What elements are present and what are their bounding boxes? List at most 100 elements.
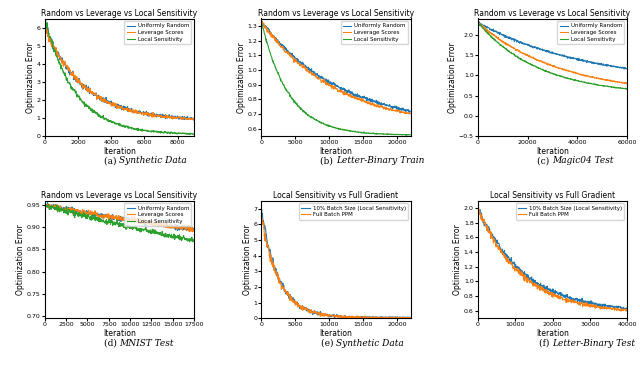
Leverage Scores [112,214,120,218]
Line: Local Sensitivity: Local Sensitivity [45,19,194,134]
Line: Leverage Scores: Leverage Scores [478,22,627,84]
Uniformly Random [474,20,482,24]
Local Sensitivity [130,127,138,131]
X-axis label: Iteration: Iteration [103,147,136,155]
Line: Uniformly Random: Uniformly Random [261,20,410,113]
10% Batch Size (Local Sensitivity) [474,204,482,209]
Local Sensitivity [328,125,336,129]
Uniformly Random [41,21,49,26]
Full Batch PPM [623,309,631,313]
10% Batch Size (Local Sensitivity) [546,289,554,293]
Local Sensitivity [187,238,195,242]
Text: MNIST Test: MNIST Test [120,339,174,347]
Leverage Scores [122,106,129,111]
Text: (e): (e) [321,339,336,347]
Full Batch PPM [347,315,355,319]
Uniformly Random [380,102,387,107]
Full Batch PPM [546,292,554,296]
Uniformly Random [346,89,354,94]
Uniformly Random [186,116,194,120]
Leverage Scores [257,17,265,21]
Title: Random vs Leverage vs Local Sensitivity: Random vs Leverage vs Local Sensitivity [258,9,414,18]
Local Sensitivity [122,223,129,228]
Leverage Scores [122,218,129,222]
Leverage Scores [620,81,627,85]
Title: Local Sensitivity vs Full Gradient: Local Sensitivity vs Full Gradient [490,191,615,200]
Leverage Scores [474,20,482,25]
10% Batch Size (Local Sensitivity) [406,315,414,320]
Title: Random vs Leverage vs Local Sensitivity: Random vs Leverage vs Local Sensitivity [474,9,630,18]
Local Sensitivity [623,87,631,91]
Full Batch PPM [257,215,265,219]
Local Sensitivity [406,132,414,137]
10% Batch Size (Local Sensitivity) [545,286,553,291]
Line: 10% Batch Size (Local Sensitivity): 10% Batch Size (Local Sensitivity) [478,206,627,309]
Uniformly Random [44,201,51,205]
Leverage Scores [475,20,483,24]
Y-axis label: Optimization Error: Optimization Error [17,224,26,295]
Leverage Scores [555,66,563,70]
Legend: Uniformly Random, Leverage Scores, Local Sensitivity: Uniformly Random, Leverage Scores, Local… [557,21,625,44]
Uniformly Random [41,205,49,209]
10% Batch Size (Local Sensitivity) [596,302,604,306]
10% Batch Size (Local Sensitivity) [563,294,571,298]
10% Batch Size (Local Sensitivity) [618,307,625,311]
Leverage Scores [596,77,604,81]
Uniformly Random [563,54,571,59]
Leverage Scores [189,230,196,234]
Title: Random vs Leverage vs Local Sensitivity: Random vs Leverage vs Local Sensitivity [42,191,198,200]
X-axis label: Iteration: Iteration [536,329,569,338]
Text: Synthetic Data: Synthetic Data [336,339,404,347]
Title: Random vs Leverage vs Local Sensitivity: Random vs Leverage vs Local Sensitivity [42,9,198,18]
10% Batch Size (Local Sensitivity) [380,316,388,320]
Uniformly Random [620,67,628,71]
Local Sensitivity [474,20,482,25]
Local Sensitivity [474,20,482,24]
Legend: Uniformly Random, Leverage Scores, Local Sensitivity: Uniformly Random, Leverage Scores, Local… [124,21,191,44]
Full Batch PPM [339,314,346,319]
10% Batch Size (Local Sensitivity) [346,315,354,319]
X-axis label: Iteration: Iteration [319,147,353,155]
Local Sensitivity [402,133,410,137]
Full Batch PPM [620,307,628,311]
Uniformly Random [112,215,120,220]
10% Batch Size (Local Sensitivity) [328,313,336,317]
Local Sensitivity [380,131,387,136]
10% Batch Size (Local Sensitivity) [330,314,337,318]
Leverage Scores [113,106,120,111]
Uniformly Random [187,227,195,231]
Leverage Scores [380,106,387,110]
Leverage Scores [163,225,171,230]
Local Sensitivity [113,221,120,225]
Legend: 10% Batch Size (Local Sensitivity), Full Batch PPM: 10% Batch Size (Local Sensitivity), Full… [300,204,408,219]
Local Sensitivity [596,83,604,88]
Uniformly Random [620,65,627,70]
Text: (f): (f) [540,339,552,347]
Line: Local Sensitivity: Local Sensitivity [45,204,194,242]
Leverage Scores [346,94,354,98]
Leverage Scores [403,111,411,115]
Leverage Scores [187,117,195,121]
Text: Letter-Binary Test: Letter-Binary Test [552,339,636,347]
Full Batch PPM [474,204,482,209]
Y-axis label: Optimization Error: Optimization Error [448,42,458,112]
Uniformly Random [122,216,129,221]
Local Sensitivity [112,221,120,226]
Local Sensitivity [563,76,571,81]
Leverage Scores [41,22,49,27]
Uniformly Random [546,50,554,54]
Leverage Scores [329,85,337,90]
Full Batch PPM [474,206,482,211]
Local Sensitivity [338,127,346,132]
10% Batch Size (Local Sensitivity) [339,315,346,320]
10% Batch Size (Local Sensitivity) [257,208,265,212]
Uniformly Random [329,82,337,86]
10% Batch Size (Local Sensitivity) [555,292,563,297]
Full Batch PPM [563,300,571,304]
Leverage Scores [41,204,49,208]
Legend: Uniformly Random, Leverage Scores, Local Sensitivity: Uniformly Random, Leverage Scores, Local… [124,204,191,226]
Line: Uniformly Random: Uniformly Random [478,22,627,69]
Title: Local Sensitivity vs Full Gradient: Local Sensitivity vs Full Gradient [273,191,399,200]
Line: 10% Batch Size (Local Sensitivity): 10% Batch Size (Local Sensitivity) [261,209,410,318]
Y-axis label: Optimization Error: Optimization Error [26,42,35,112]
